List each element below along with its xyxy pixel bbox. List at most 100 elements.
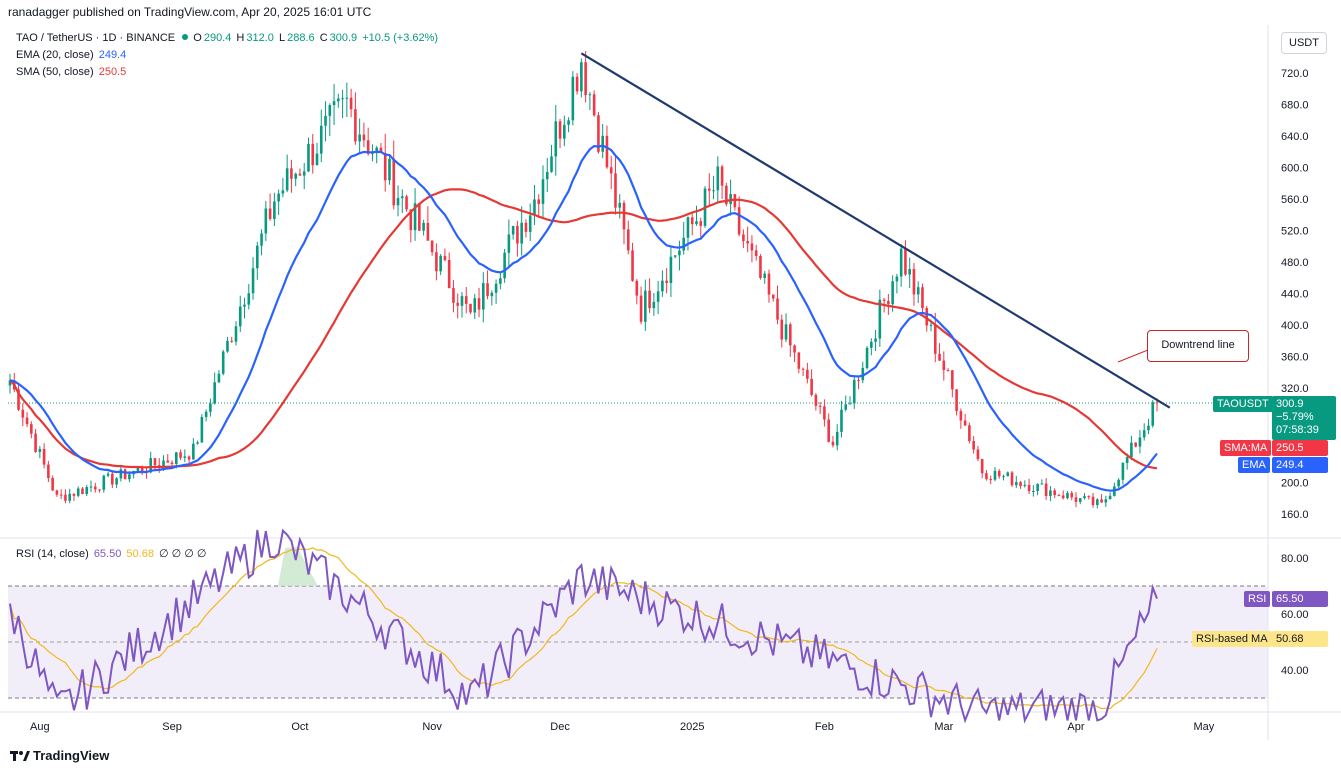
candle-body <box>452 288 455 303</box>
candle-body <box>8 380 12 386</box>
tradingview-logo[interactable]: TradingView <box>10 748 109 763</box>
candle-body <box>554 121 558 157</box>
symbol-name[interactable]: TAO / TetherUS · 1D · BINANCE <box>16 32 176 44</box>
candle-body <box>686 217 690 238</box>
candle-body <box>537 199 541 204</box>
candle-body <box>25 417 29 425</box>
price-axis-ticks: 720.0 680.0 640.0 600.0 560.0 520.0 480.0 440.0… <box>1281 68 1309 521</box>
currency-unit-button[interactable]: USDT <box>1281 32 1327 54</box>
publisher-line: ranadagger published on TradingView.com,… <box>8 5 372 19</box>
status-dot <box>182 34 189 40</box>
candle-body <box>1023 484 1027 486</box>
candle-body <box>912 269 916 295</box>
candle-body <box>38 448 42 452</box>
candle-body <box>678 250 681 256</box>
price-tick-label: 600.0 <box>1281 162 1309 174</box>
candle-body <box>1100 499 1103 503</box>
candle-body <box>584 62 587 96</box>
candle-body <box>673 255 677 257</box>
candle-body <box>648 290 651 309</box>
close-value: 300.9 <box>329 32 358 44</box>
time-axis-label: Feb <box>815 721 834 733</box>
candle-body <box>976 449 980 460</box>
candle-body <box>51 478 54 491</box>
candle-body <box>916 287 920 295</box>
candle-body <box>102 475 106 490</box>
candle-body <box>354 109 357 142</box>
candle-body <box>524 222 528 232</box>
rsi-legend[interactable]: RSI (14, close) 65.50 50.68 ∅ ∅ ∅ ∅ <box>16 547 209 560</box>
candle-body <box>507 234 511 253</box>
candle-body <box>204 411 208 417</box>
sma-value: 250.5 <box>98 66 127 78</box>
candle-body <box>426 222 430 241</box>
candle-body <box>780 319 784 340</box>
candle-body <box>243 304 246 307</box>
candle-body <box>136 467 140 471</box>
candle-body <box>47 464 50 479</box>
candle-body <box>89 486 93 488</box>
candle-body <box>1138 437 1142 447</box>
candle-body <box>230 340 234 342</box>
candle-body <box>260 233 263 246</box>
last-price-change: −5.79% <box>1276 411 1314 423</box>
candle-body <box>473 298 477 313</box>
candle-body <box>840 409 843 432</box>
candle-body <box>516 225 519 244</box>
rsi-ma-value: 50.68 <box>126 548 154 560</box>
candle-body <box>1002 476 1005 478</box>
candle-body <box>716 166 720 191</box>
candle-body <box>469 303 472 313</box>
candle-body <box>119 469 123 479</box>
candle-body <box>575 76 579 92</box>
downtrend-annotation[interactable]: Downtrend line <box>1147 330 1249 362</box>
candle-body <box>209 403 212 412</box>
candle-body <box>955 389 958 412</box>
candle-body <box>951 370 954 390</box>
rsi-ma-line <box>9 547 1158 710</box>
candle-body <box>904 248 907 275</box>
rsi-axis-ticks: 80.00 60.00 40.00 <box>1281 553 1309 677</box>
candle-body <box>1104 499 1108 503</box>
candle-body <box>187 456 191 460</box>
time-axis-label: Oct <box>291 721 308 733</box>
candle-body <box>477 298 481 310</box>
candle-body <box>328 105 332 116</box>
candle-body <box>1010 472 1014 486</box>
candle-body <box>439 255 442 272</box>
candle-body <box>1121 462 1125 480</box>
last-price-value: 300.9 <box>1276 398 1304 410</box>
candle-body <box>464 296 468 304</box>
candle-body <box>392 158 396 206</box>
rsi-tag-label: RSI <box>1244 591 1271 607</box>
candle-body <box>895 276 899 282</box>
price-tick-label: 640.0 <box>1281 131 1309 143</box>
ema-legend[interactable]: EMA (20, close) 249.4 <box>16 49 128 61</box>
candle-body <box>1134 442 1137 447</box>
candle-body <box>435 252 438 272</box>
candle-body <box>319 125 323 154</box>
candle-body <box>106 473 110 476</box>
candle-body <box>298 173 302 176</box>
candle-body <box>695 221 698 225</box>
candle-body <box>422 222 425 231</box>
candle-body <box>481 283 485 310</box>
candle-body <box>908 269 911 275</box>
close-label: C <box>319 32 328 44</box>
time-axis-label: May <box>1194 721 1215 733</box>
candle-body <box>196 442 199 444</box>
candle-body <box>64 494 67 501</box>
candle-body <box>784 324 788 340</box>
candle-body <box>806 369 809 379</box>
sma-legend[interactable]: SMA (50, close) 250.5 <box>16 66 128 78</box>
candle-body <box>123 469 127 480</box>
candle-body <box>140 467 144 473</box>
candle-body <box>221 351 225 374</box>
candle-body <box>290 168 293 179</box>
candle-body <box>166 460 170 463</box>
candle-body <box>580 62 583 92</box>
price-tick-label: 560.0 <box>1281 194 1309 206</box>
candle-body <box>200 416 204 443</box>
candle-body <box>1044 483 1048 497</box>
